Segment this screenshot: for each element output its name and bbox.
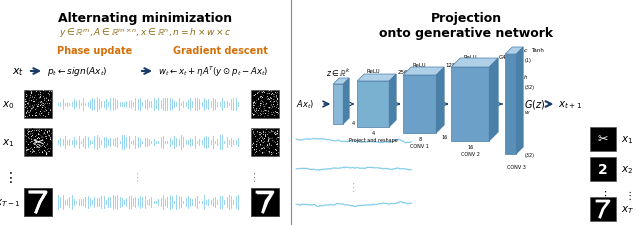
Text: $\vdots$: $\vdots$ — [599, 189, 607, 202]
Text: $w_t \leftarrow x_t + \eta A^T(y \odot p_t - Ax_t)$: $w_t \leftarrow x_t + \eta A^T(y \odot p… — [158, 65, 269, 79]
Text: CONV 3: CONV 3 — [508, 164, 526, 169]
Polygon shape — [516, 48, 524, 154]
Text: Gradient descent: Gradient descent — [173, 46, 268, 56]
Text: $x_2$: $x_2$ — [621, 163, 633, 175]
Text: $x_0$: $x_0$ — [2, 99, 14, 110]
Text: ✂: ✂ — [598, 133, 608, 146]
Text: $x_{t+1}$: $x_{t+1}$ — [558, 99, 582, 110]
Text: $z \in \mathbb{R}^k$: $z \in \mathbb{R}^k$ — [326, 67, 351, 79]
Text: $\vdots$: $\vdots$ — [248, 171, 256, 184]
Polygon shape — [357, 82, 389, 127]
Text: $\vdots$: $\vdots$ — [3, 170, 13, 185]
Text: $x_t$: $x_t$ — [12, 66, 24, 78]
Bar — [24, 128, 52, 156]
Text: ✂: ✂ — [32, 135, 44, 149]
Bar — [251, 188, 279, 216]
Text: 4: 4 — [352, 120, 355, 126]
Text: CONV 1: CONV 1 — [410, 143, 429, 148]
Text: 4: 4 — [372, 130, 375, 135]
Text: $\vdots$: $\vdots$ — [131, 171, 139, 184]
Text: $p_t \leftarrow sign(Ax_t)$: $p_t \leftarrow sign(Ax_t)$ — [47, 65, 108, 78]
Bar — [590, 127, 616, 151]
Polygon shape — [505, 48, 524, 55]
Bar — [251, 91, 279, 119]
Text: (32): (32) — [524, 152, 534, 157]
Text: $Ax_t)$: $Ax_t)$ — [296, 98, 314, 111]
Text: $x_{T-1}$: $x_{T-1}$ — [0, 196, 21, 208]
Text: Alternating minimization: Alternating minimization — [58, 12, 232, 25]
Text: $y \in \mathbb{R}^m, A \in \mathbb{R}^{m \times n}, x \in \mathbb{R}^n, n = h \t: $y \in \mathbb{R}^m, A \in \mathbb{R}^{m… — [59, 26, 231, 40]
Text: $x_T$: $x_T$ — [621, 203, 634, 215]
Bar — [251, 128, 279, 156]
Text: ReLU: ReLU — [413, 63, 426, 68]
Text: CONV 2: CONV 2 — [461, 151, 479, 156]
Polygon shape — [333, 85, 343, 124]
Text: $G(z)$: $G(z)$ — [524, 98, 545, 111]
Polygon shape — [333, 79, 349, 85]
Polygon shape — [451, 68, 489, 141]
Text: Phase update: Phase update — [58, 46, 132, 56]
Text: $\vdots$: $\vdots$ — [624, 189, 632, 202]
Bar — [24, 188, 52, 216]
Polygon shape — [389, 75, 396, 127]
Text: Tanh: Tanh — [531, 48, 544, 53]
Polygon shape — [403, 76, 436, 133]
Text: (32): (32) — [524, 85, 534, 90]
Text: 256: 256 — [397, 70, 408, 75]
Bar — [251, 188, 279, 216]
Text: w: w — [524, 110, 529, 115]
Polygon shape — [403, 68, 444, 76]
Text: G4: G4 — [499, 55, 507, 60]
Bar — [24, 188, 52, 216]
Text: $\vdots$: $\vdots$ — [347, 181, 355, 194]
Bar — [590, 157, 616, 181]
Text: $x_1$: $x_1$ — [621, 133, 634, 145]
Text: 16: 16 — [467, 144, 474, 149]
Polygon shape — [505, 55, 516, 154]
Bar — [24, 91, 52, 119]
Polygon shape — [343, 79, 349, 124]
Bar — [590, 197, 616, 221]
Text: (1): (1) — [524, 58, 531, 63]
Text: ReLU: ReLU — [366, 69, 380, 74]
Text: c: c — [524, 48, 527, 53]
Text: h: h — [524, 75, 528, 80]
Text: Projection
onto generative network: Projection onto generative network — [379, 12, 553, 40]
Polygon shape — [436, 68, 444, 133]
Polygon shape — [451, 59, 498, 68]
Text: 128: 128 — [445, 63, 456, 68]
Text: ReLU: ReLU — [463, 55, 477, 60]
Text: 16: 16 — [442, 134, 448, 139]
Polygon shape — [489, 59, 498, 141]
Text: 8: 8 — [418, 136, 421, 141]
Text: 2: 2 — [598, 162, 608, 176]
Text: Project and reshape: Project and reshape — [349, 137, 397, 142]
Text: $x_1$: $x_1$ — [2, 137, 14, 148]
Polygon shape — [357, 75, 396, 82]
